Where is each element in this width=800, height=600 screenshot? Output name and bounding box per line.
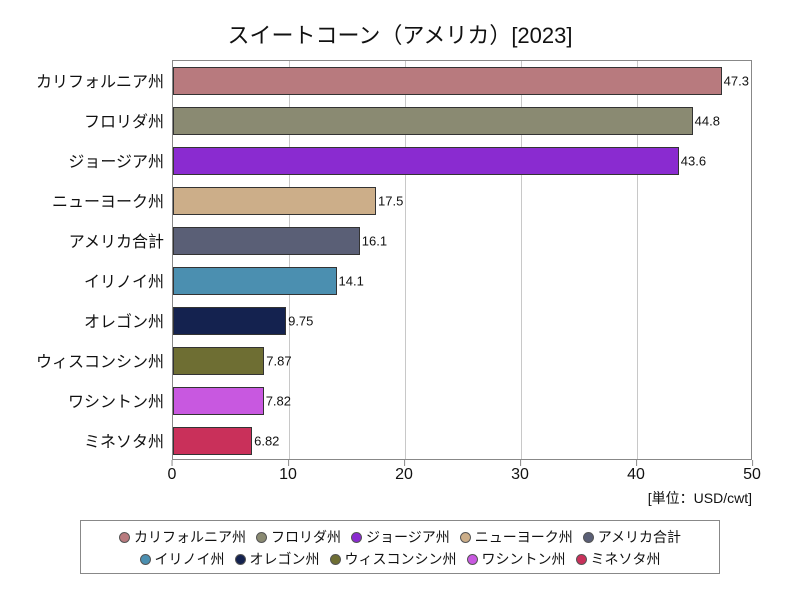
category-label: フロリダ州	[84, 108, 164, 132]
bar: 9.75	[173, 307, 286, 336]
chart-container: スイートコーン（アメリカ）[2023] 47.3 44.8 43.6 17.5 16.1…	[0, 0, 800, 600]
legend-swatch	[330, 554, 341, 565]
legend-item: カリフォルニア州	[119, 527, 246, 547]
legend: カリフォルニア州 フロリダ州 ジョージア州 ニューヨーク州 アメリカ合計イリノイ州 オレゴ…	[80, 520, 720, 574]
legend-label: アメリカ合計	[598, 527, 681, 547]
bar: 16.1	[173, 227, 360, 256]
bar: 43.6	[173, 147, 679, 176]
bar-value-label: 14.1	[336, 273, 364, 288]
legend-label: ジョージア州	[366, 527, 450, 547]
legend-item: ミネソタ州	[576, 549, 661, 569]
legend-label: ワシントン州	[482, 549, 566, 569]
legend-swatch	[460, 532, 471, 543]
legend-swatch	[583, 532, 594, 543]
bar-value-label: 9.75	[285, 313, 313, 328]
category-label: ジョージア州	[68, 148, 164, 172]
x-tick-label: 50	[743, 466, 761, 484]
bar: 47.3	[173, 67, 722, 96]
legend-item: ジョージア州	[351, 527, 450, 547]
legend-item: ニューヨーク州	[460, 527, 573, 547]
bar-value-label: 47.3	[721, 73, 749, 88]
bar: 44.8	[173, 107, 693, 136]
legend-swatch	[351, 532, 362, 543]
bar-value-label: 17.5	[375, 193, 403, 208]
legend-label: ミネソタ州	[591, 549, 661, 569]
legend-swatch	[119, 532, 130, 543]
chart-title: スイートコーン（アメリカ）[2023]	[0, 0, 800, 50]
category-label: ウィスコンシン州	[36, 348, 164, 372]
bar-value-label: 7.82	[263, 393, 291, 408]
legend-item: ワシントン州	[467, 549, 566, 569]
category-label: オレゴン州	[84, 308, 164, 332]
category-label: アメリカ合計	[69, 228, 164, 252]
bar-value-label: 6.82	[251, 433, 279, 448]
legend-label: ウィスコンシン州	[345, 549, 457, 569]
bar: 6.82	[173, 427, 252, 456]
x-tick-label: 10	[279, 466, 297, 484]
bar: 7.82	[173, 387, 264, 416]
legend-label: ニューヨーク州	[475, 527, 573, 547]
x-tick-label: 20	[395, 466, 413, 484]
plot-area: 47.3 44.8 43.6 17.5 16.1 14.1 9.75 7.87 7.82 6.82	[172, 60, 752, 460]
legend-label: カリフォルニア州	[134, 527, 246, 547]
bar-value-label: 7.87	[263, 353, 291, 368]
y-axis-labels: カリフォルニア州フロリダ州ジョージア州ニューヨーク州アメリカ合計イリノイ州オレゴ…	[0, 60, 172, 460]
legend-label: オレゴン州	[250, 549, 320, 569]
bar: 7.87	[173, 347, 264, 376]
category-label: ミネソタ州	[84, 428, 164, 452]
legend-swatch	[467, 554, 478, 565]
legend-item: アメリカ合計	[583, 527, 681, 547]
legend-swatch	[576, 554, 587, 565]
axis-unit-label: [単位：USD/cwt]	[648, 488, 752, 508]
bar-value-label: 43.6	[678, 153, 706, 168]
x-tick-label: 30	[511, 466, 529, 484]
category-label: カリフォルニア州	[36, 68, 164, 92]
legend-swatch	[256, 532, 267, 543]
x-tick-label: 40	[627, 466, 645, 484]
x-tick-label: 0	[168, 466, 177, 484]
bar-value-label: 16.1	[359, 233, 387, 248]
legend-item: ウィスコンシン州	[330, 549, 457, 569]
bar: 17.5	[173, 187, 376, 216]
category-label: イリノイ州	[84, 268, 164, 292]
legend-label: イリノイ州	[155, 549, 225, 569]
legend-item: フロリダ州	[256, 527, 341, 547]
bar-value-label: 44.8	[692, 113, 720, 128]
legend-item: オレゴン州	[235, 549, 320, 569]
legend-label: フロリダ州	[271, 527, 341, 547]
legend-swatch	[140, 554, 151, 565]
bar: 14.1	[173, 267, 337, 296]
category-label: ワシントン州	[68, 388, 164, 412]
legend-item: イリノイ州	[140, 549, 225, 569]
legend-swatch	[235, 554, 246, 565]
category-label: ニューヨーク州	[52, 188, 164, 212]
